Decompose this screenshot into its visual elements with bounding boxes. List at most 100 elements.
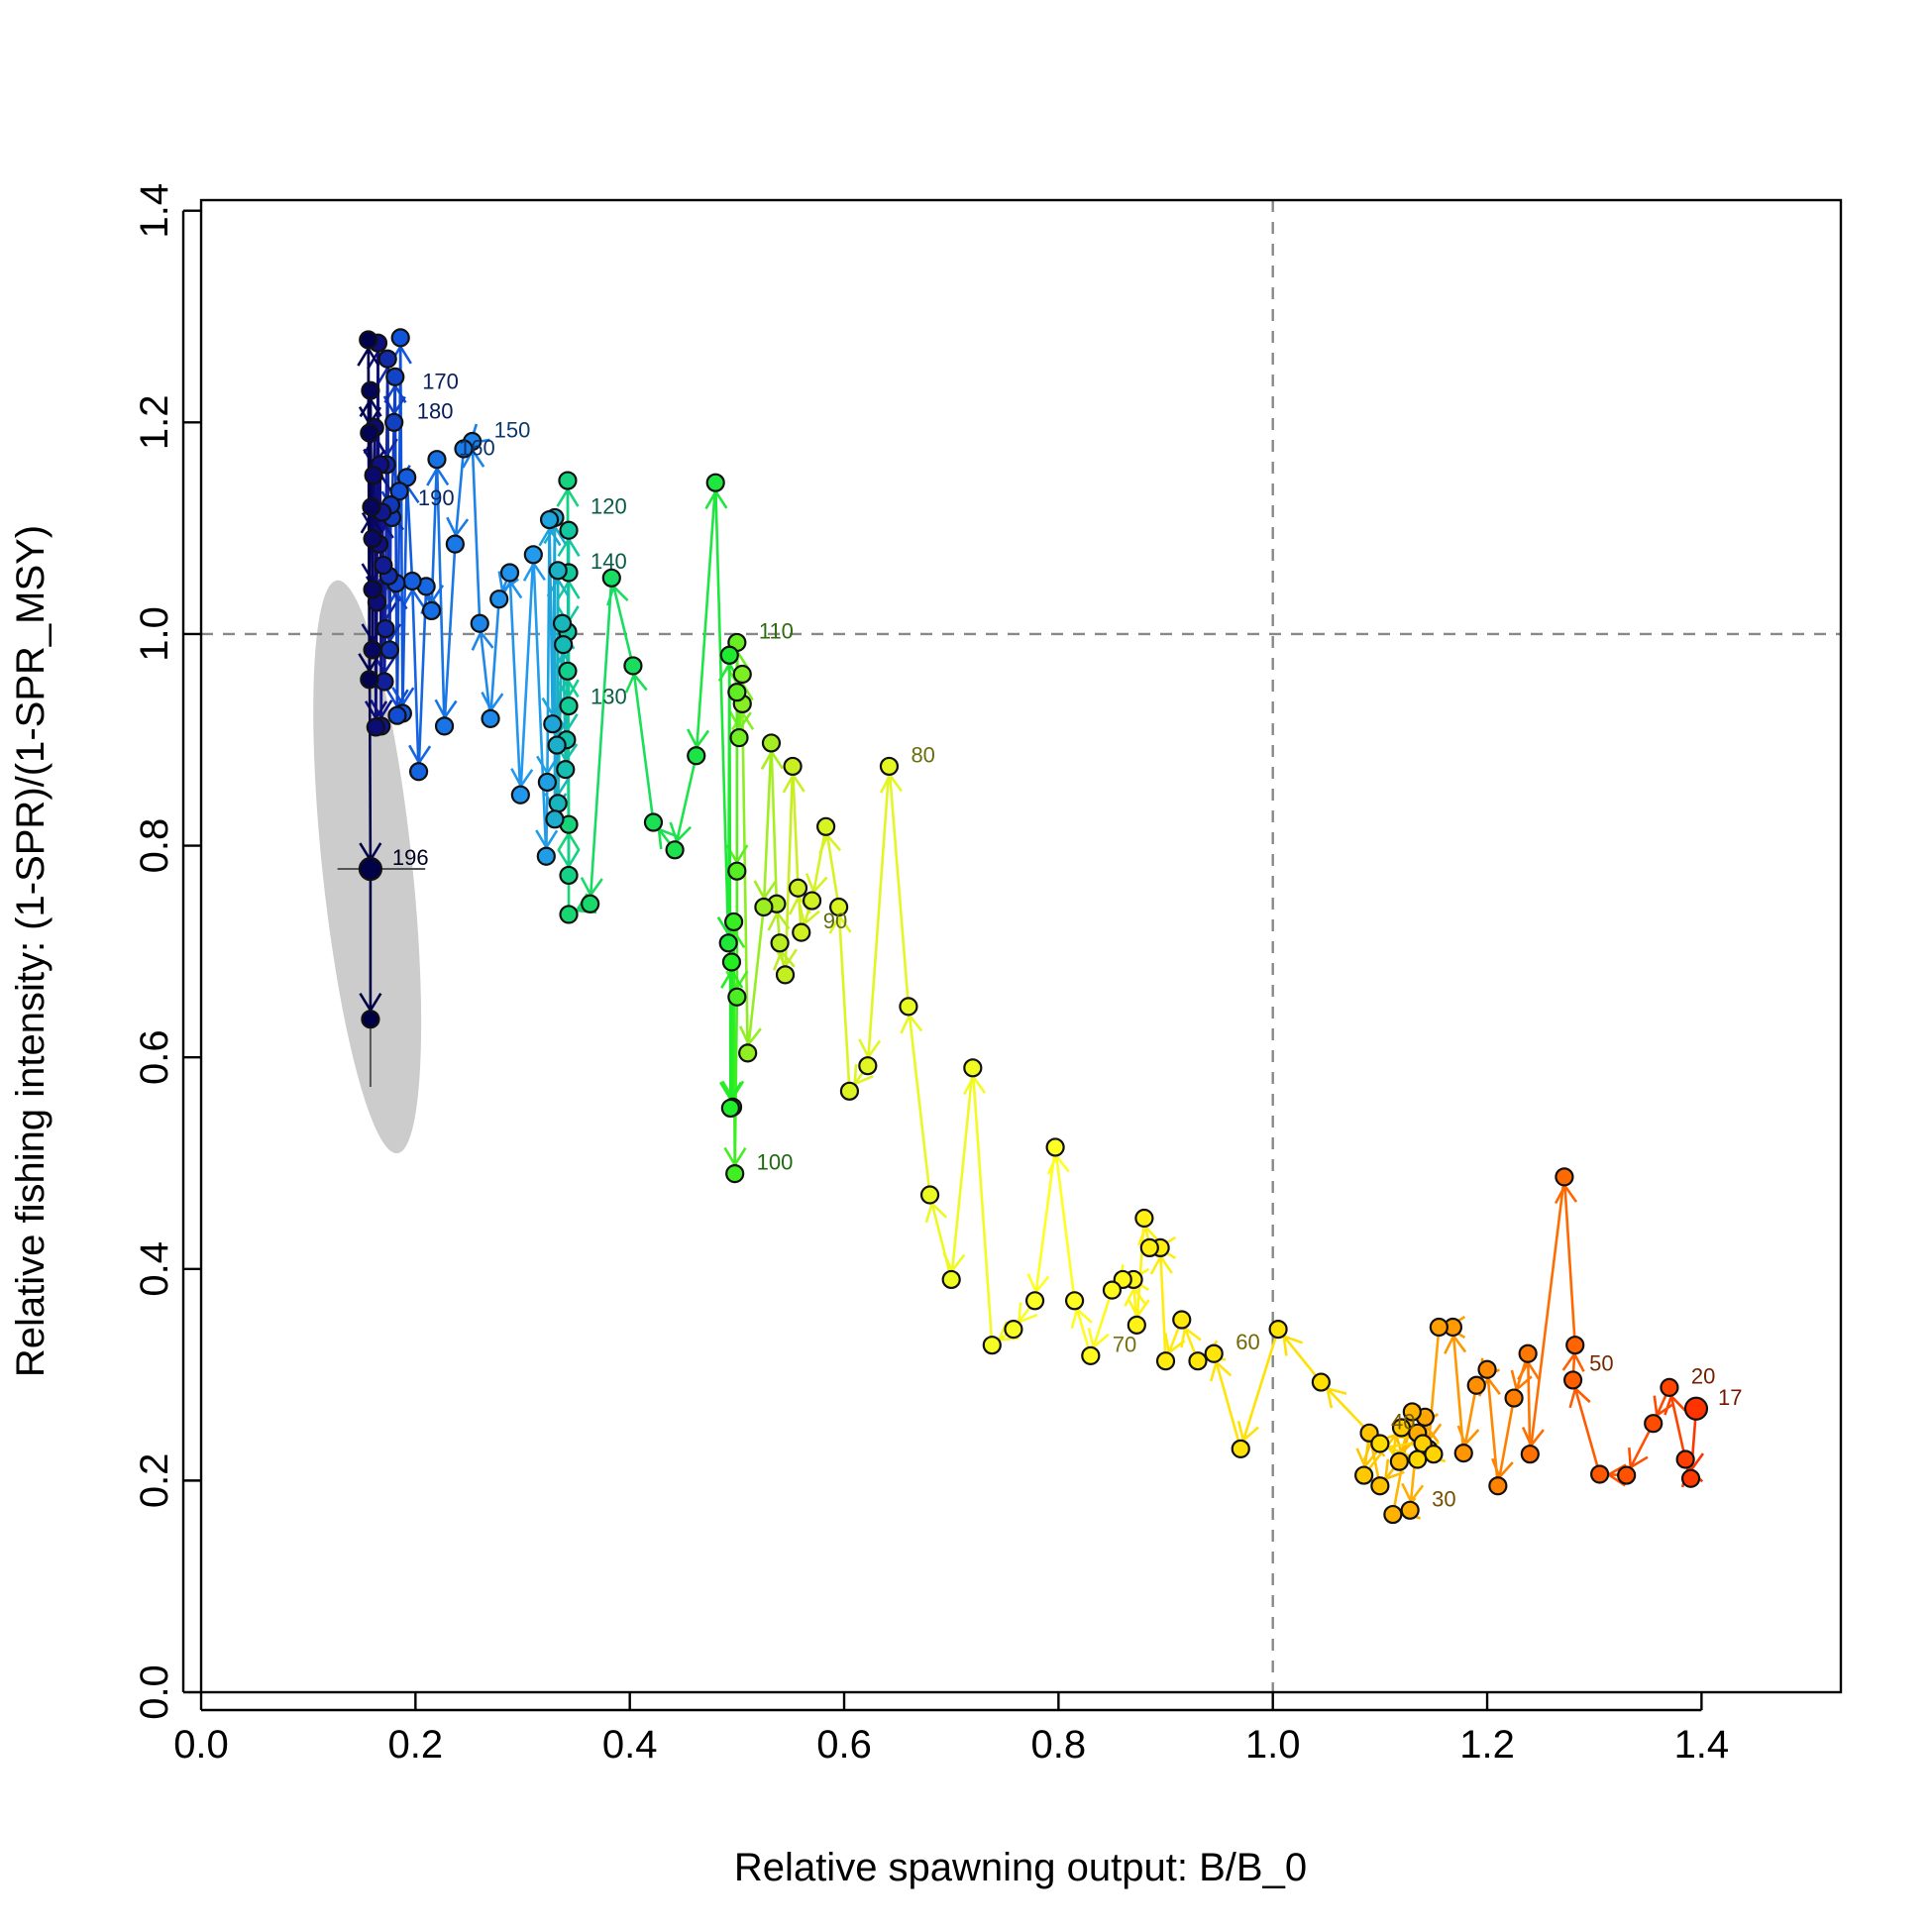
y-tick-label: 0.2 (133, 1453, 176, 1509)
trajectory-segment (1461, 1385, 1478, 1453)
trajectory-point (718, 933, 738, 953)
trajectory-segment (397, 337, 402, 491)
x-tick-label: 0.2 (388, 1723, 444, 1767)
trajectory-point (548, 561, 568, 581)
trajectory-point (1453, 1444, 1473, 1463)
trajectory-segment (1562, 1176, 1577, 1345)
trajectory-point (899, 997, 918, 1017)
trajectory-point (359, 330, 378, 350)
x-tick-label: 0.4 (602, 1723, 658, 1767)
trajectory-point (384, 412, 404, 432)
trajectory-point (941, 1269, 961, 1290)
trajectory-point (724, 912, 744, 932)
trajectory-point (1683, 1396, 1709, 1421)
year-label: 20 (1691, 1363, 1715, 1388)
trajectory-point (788, 878, 808, 898)
x-tick-label: 0.0 (173, 1723, 229, 1767)
trajectory-segment (949, 1067, 975, 1280)
trajectory-point (377, 349, 397, 369)
y-tick-label: 0.6 (133, 1029, 176, 1085)
trajectory-point (427, 450, 447, 470)
year-label: 17 (1718, 1385, 1742, 1410)
trajectory-point (1424, 1445, 1444, 1464)
trajectory-point (1370, 1434, 1390, 1453)
y-tick-label: 1.4 (133, 183, 176, 239)
trajectory-point (545, 809, 565, 829)
trajectory-point (454, 439, 474, 459)
trajectory-point (559, 520, 579, 540)
trajectory-point (559, 865, 579, 886)
trajectory-point (802, 891, 822, 911)
year-label: 170 (422, 369, 459, 393)
trajectory-point (1354, 1465, 1374, 1485)
y-axis-title: Relative fishing intensity: (1-SPR)/(1-S… (9, 525, 53, 1377)
trajectory-point (1488, 1476, 1508, 1496)
trajectory-point (829, 897, 849, 917)
trajectory-point (366, 717, 385, 737)
trajectory-segment (508, 572, 522, 796)
trajectory-point (1172, 1310, 1192, 1330)
trajectory-point (1045, 1137, 1065, 1157)
trajectory-point (558, 471, 578, 490)
trajectory-segment (488, 598, 501, 719)
trajectory-segment (1571, 1379, 1601, 1475)
trajectory-point (1644, 1414, 1664, 1434)
trajectory-point (687, 746, 706, 766)
axes: 0.0 0.2 0.4 0.6 0.8 1.0 1.2 1.4 0.0 0.2 0.4 0.6 0.8 1… (133, 183, 1843, 1767)
trajectory-point (721, 952, 742, 972)
trajectory-point (1617, 1465, 1637, 1485)
trajectory-point (536, 846, 556, 866)
trajectory-point (445, 534, 465, 554)
trajectory-point (499, 563, 520, 583)
trajectory-point (390, 328, 410, 348)
trajectory-point (963, 1058, 983, 1078)
trajectory-point (643, 812, 664, 832)
x-tick-label: 1.4 (1674, 1723, 1730, 1767)
trajectory-point (1565, 1336, 1585, 1355)
trajectory-point (559, 905, 579, 924)
trajectory-point (1134, 1208, 1154, 1229)
year-label: 70 (1113, 1332, 1136, 1356)
year-label: 150 (494, 418, 531, 443)
trajectory-point (754, 897, 774, 917)
trajectory-point (1680, 1468, 1701, 1488)
trajectory-point (379, 640, 399, 660)
trajectory-point (360, 423, 379, 443)
trajectory-point (1155, 1351, 1176, 1371)
trajectory-point (1555, 1167, 1574, 1187)
year-label: 80 (911, 742, 934, 767)
trajectory-point (601, 568, 621, 588)
trajectory-point (720, 1098, 740, 1119)
year-label: 196 (392, 845, 429, 870)
trajectory-segment (1485, 1369, 1500, 1486)
trajectory-point (547, 735, 567, 755)
trajectory-point (738, 1043, 758, 1063)
trajectory-point (364, 466, 383, 485)
x-axis-title: Relative spawning output: B/B_0 (734, 1846, 1307, 1889)
year-label: 140 (590, 549, 627, 574)
trajectory-segment (888, 766, 911, 1007)
trajectory-point (358, 856, 383, 882)
year-label: 130 (590, 685, 627, 709)
trajectory-segment (454, 448, 466, 545)
trajectory-point (1400, 1500, 1420, 1520)
x-tick-label: 1.2 (1459, 1723, 1515, 1767)
trajectory-segment (1033, 1146, 1057, 1301)
trajectory-point (1268, 1320, 1288, 1340)
trajectory-point (558, 661, 578, 681)
trajectory-point (539, 509, 560, 530)
trajectory-point (858, 1056, 878, 1076)
trajectory-segment (762, 742, 773, 908)
trajectory-segment (810, 826, 827, 902)
trajectory-segment (713, 483, 730, 943)
trajectory-point (408, 762, 429, 782)
trajectory-point (1675, 1449, 1695, 1469)
trajectory-point (363, 529, 382, 549)
trajectory-point (537, 772, 557, 793)
year-label: 110 (759, 618, 794, 643)
trajectory-point (719, 645, 739, 665)
trajectory-segment (443, 544, 457, 726)
trajectory-point (1370, 1476, 1390, 1496)
trajectory-segment (1529, 1176, 1566, 1454)
year-label: 100 (757, 1150, 794, 1175)
